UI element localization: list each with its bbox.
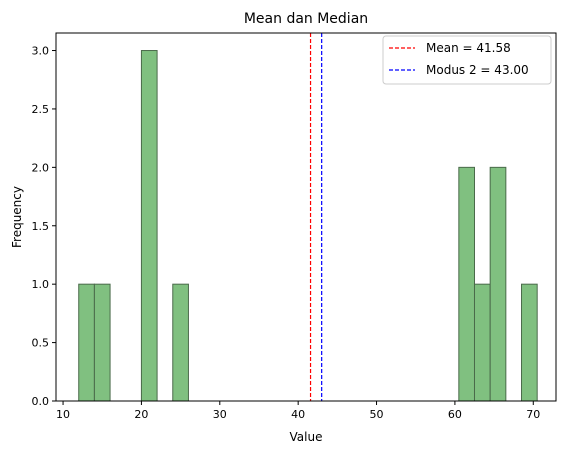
histogram-bar	[140, 50, 158, 402]
x-tick-label: 20	[134, 408, 148, 421]
histogram-bar	[78, 283, 95, 402]
y-tick-label: 1.0	[32, 278, 50, 291]
x-tick-label: 10	[56, 408, 70, 421]
histogram-bar	[521, 283, 538, 402]
legend-mean-label: Mean = 41.58	[426, 41, 511, 55]
histogram-bar	[93, 283, 111, 402]
legend: Mean = 41.58 Modus 2 = 43.00	[382, 35, 552, 85]
x-tick-label: 70	[526, 408, 540, 421]
histogram-bar	[473, 283, 491, 402]
x-tick-label: 40	[291, 408, 305, 421]
reference-lines-layer	[309, 33, 323, 401]
histogram-bar	[489, 166, 507, 402]
y-tick-label: 1.5	[32, 220, 50, 233]
x-tick-label: 30	[213, 408, 227, 421]
legend-box	[382, 35, 552, 85]
y-tick-label: 2.5	[32, 103, 50, 116]
plot-frame	[55, 32, 557, 402]
legend-mode-label: Modus 2 = 43.00	[426, 63, 529, 77]
y-tick-label: 2.0	[32, 161, 50, 174]
y-axis-label: Frequency	[10, 186, 24, 248]
chart-title: Mean dan Median	[244, 11, 368, 27]
bars-layer	[78, 50, 538, 402]
y-tick-label: 0.5	[32, 337, 50, 350]
y-tick-label: 0.0	[32, 395, 50, 408]
x-axis-label: Value	[290, 430, 323, 444]
y-tick-label: 3.0	[32, 45, 50, 58]
histogram-bar	[172, 283, 189, 402]
histogram-bar	[458, 166, 475, 402]
x-axis: 10 20 30 40 50 60 70	[56, 401, 540, 421]
x-tick-label: 60	[448, 408, 462, 421]
x-tick-label: 50	[370, 408, 384, 421]
y-axis: 0.0 0.5 1.0 1.5 2.0 2.5 3.0	[32, 45, 56, 408]
